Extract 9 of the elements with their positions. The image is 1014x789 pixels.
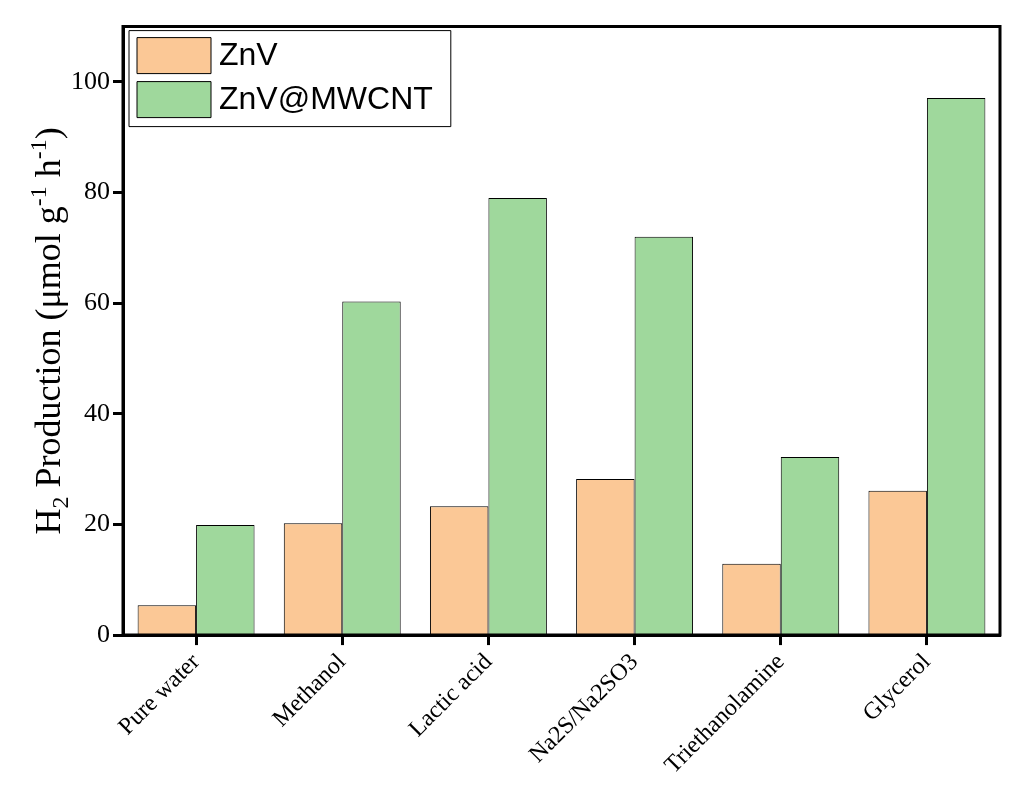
legend-label: ZnV@MWCNT	[219, 80, 433, 117]
y-tick-label: 80	[84, 176, 110, 206]
y-tick-label: 40	[84, 397, 110, 427]
y-tick-label: 0	[97, 618, 110, 648]
y-axis-title: H2 Production (μmol g-1 h-1)	[25, 127, 73, 535]
y-tick-label: 100	[71, 65, 110, 95]
legend-label: ZnV	[219, 36, 279, 73]
y-tick-label: 60	[84, 287, 110, 317]
y-tick-label: 20	[84, 508, 110, 538]
